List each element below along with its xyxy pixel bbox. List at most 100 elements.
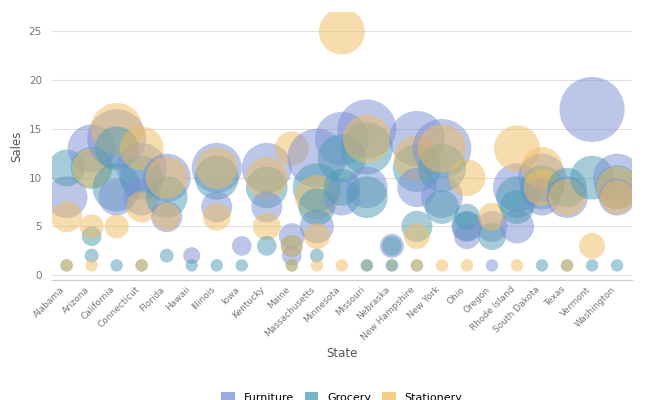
- Point: [512, 194, 522, 200]
- Point: [487, 262, 497, 268]
- Point: [387, 262, 397, 268]
- Point: [362, 136, 372, 142]
- Point: [612, 184, 622, 191]
- Point: [337, 136, 347, 142]
- Point: [337, 155, 347, 161]
- Point: [462, 223, 472, 230]
- Point: [137, 204, 147, 210]
- Point: [562, 194, 572, 200]
- Point: [537, 184, 547, 191]
- Point: [362, 262, 372, 268]
- Point: [312, 194, 322, 200]
- Point: [612, 184, 622, 191]
- Point: [312, 155, 322, 161]
- Point: [612, 174, 622, 181]
- Point: [387, 262, 397, 268]
- Point: [537, 194, 547, 200]
- Point: [437, 145, 447, 152]
- Point: [262, 165, 272, 171]
- Point: [137, 194, 147, 200]
- Point: [412, 233, 422, 239]
- Point: [286, 145, 297, 152]
- Point: [362, 126, 372, 132]
- Point: [286, 262, 297, 268]
- X-axis label: State: State: [326, 347, 357, 360]
- Point: [537, 165, 547, 171]
- Point: [161, 174, 172, 181]
- Point: [437, 204, 447, 210]
- Point: [362, 145, 372, 152]
- Point: [112, 223, 122, 230]
- Point: [212, 262, 222, 268]
- Point: [112, 194, 122, 200]
- Point: [186, 252, 197, 259]
- Point: [412, 262, 422, 268]
- Point: [112, 136, 122, 142]
- Point: [61, 262, 72, 268]
- Point: [212, 165, 222, 171]
- Point: [412, 155, 422, 161]
- Point: [512, 204, 522, 210]
- Point: [237, 262, 247, 268]
- Point: [462, 214, 472, 220]
- Point: [161, 174, 172, 181]
- Point: [212, 174, 222, 181]
- Point: [462, 223, 472, 230]
- Point: [437, 165, 447, 171]
- Point: [286, 252, 297, 259]
- Point: [86, 165, 97, 171]
- Point: [286, 262, 297, 268]
- Point: [612, 194, 622, 200]
- Point: [487, 223, 497, 230]
- Point: [437, 145, 447, 152]
- Point: [161, 194, 172, 200]
- Point: [412, 184, 422, 191]
- Point: [112, 262, 122, 268]
- Point: [286, 243, 297, 249]
- Point: [387, 243, 397, 249]
- Point: [587, 243, 597, 249]
- Point: [512, 184, 522, 191]
- Point: [462, 262, 472, 268]
- Point: [337, 184, 347, 191]
- Point: [562, 262, 572, 268]
- Point: [137, 174, 147, 181]
- Point: [262, 223, 272, 230]
- Point: [186, 262, 197, 268]
- Point: [537, 262, 547, 268]
- Point: [412, 262, 422, 268]
- Point: [612, 262, 622, 268]
- Point: [237, 243, 247, 249]
- Point: [61, 214, 72, 220]
- Point: [86, 145, 97, 152]
- Point: [112, 145, 122, 152]
- Point: [312, 204, 322, 210]
- Point: [362, 184, 372, 191]
- Point: [86, 223, 97, 230]
- Point: [487, 214, 497, 220]
- Point: [337, 194, 347, 200]
- Point: [86, 233, 97, 239]
- Point: [437, 194, 447, 200]
- Point: [587, 174, 597, 181]
- Point: [612, 194, 622, 200]
- Point: [412, 136, 422, 142]
- Point: [312, 233, 322, 239]
- Point: [312, 184, 322, 191]
- Point: [512, 262, 522, 268]
- Point: [161, 214, 172, 220]
- Point: [312, 262, 322, 268]
- Point: [412, 165, 422, 171]
- Point: [362, 194, 372, 200]
- Point: [262, 204, 272, 210]
- Point: [462, 174, 472, 181]
- Point: [161, 252, 172, 259]
- Point: [562, 262, 572, 268]
- Point: [562, 194, 572, 200]
- Point: [487, 233, 497, 239]
- Point: [462, 233, 472, 239]
- Y-axis label: Sales: Sales: [10, 130, 23, 162]
- Point: [61, 262, 72, 268]
- Point: [161, 214, 172, 220]
- Point: [437, 262, 447, 268]
